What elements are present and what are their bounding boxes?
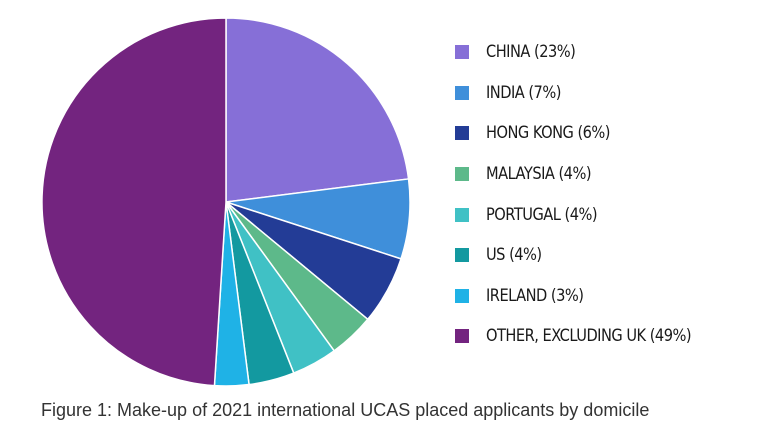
legend-swatch [455,126,469,141]
legend-item: US (4%) [455,235,775,276]
legend-swatch [455,167,469,182]
figure-caption: Figure 1: Make-up of 2021 international … [41,400,650,420]
legend-item: OTHER, EXCLUDING UK (49%) [455,316,775,357]
legend-label: IRELAND (3%) [486,285,584,306]
legend-swatch [455,288,469,303]
legend-swatch [455,207,469,222]
legend-item: HONG KONG (6%) [455,113,775,154]
legend-swatch [455,329,469,344]
pie-chart [41,17,411,387]
legend-item: PORTUGAL (4%) [455,194,775,235]
legend-item: INDIA (7%) [455,73,775,114]
legend-label: MALAYSIA (4%) [486,164,592,185]
legend-label: US (4%) [486,245,542,266]
legend-label: INDIA (7%) [486,82,561,103]
pie-slice-7 [41,17,227,387]
legend-item: IRELAND (3%) [455,276,775,317]
legend-label: PORTUGAL (4%) [486,204,598,225]
chart-legend: CHINA (23%) INDIA (7%) HONG KONG (6%) MALAY… [455,32,775,357]
legend-label: OTHER, EXCLUDING UK (49%) [486,326,692,347]
legend-swatch [455,85,469,100]
pie-slice-0 [225,17,410,203]
legend-label: HONG KONG (6%) [486,123,611,144]
legend-swatch [455,248,469,263]
legend-swatch [455,45,469,60]
legend-item: CHINA (23%) [455,32,775,73]
legend-item: MALAYSIA (4%) [455,154,775,195]
legend-label: CHINA (23%) [486,42,576,63]
